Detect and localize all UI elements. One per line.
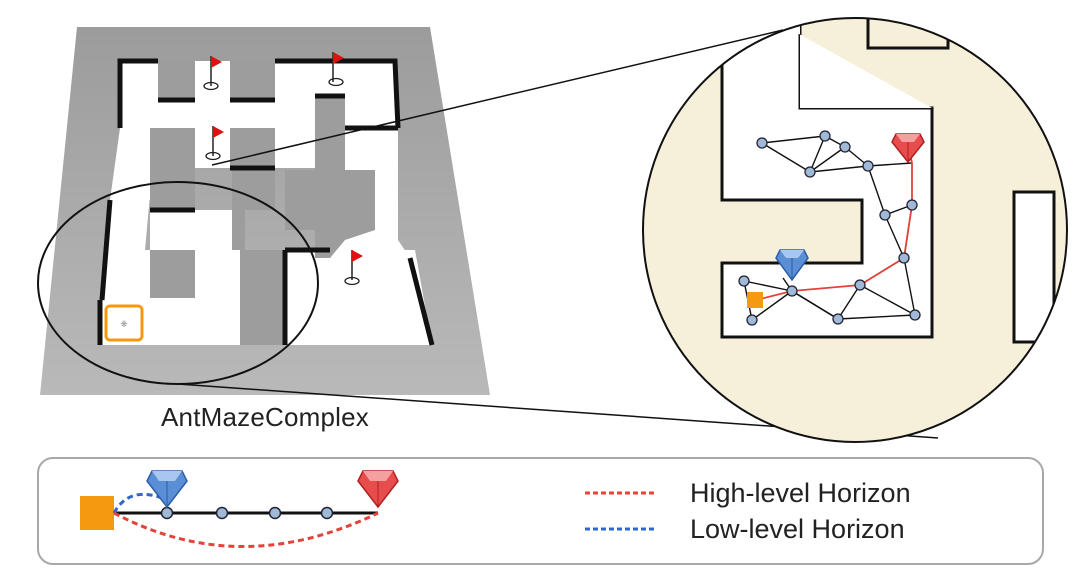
start-square-icon <box>747 292 763 308</box>
start-square-icon: ⁜ <box>104 304 144 342</box>
flag-icon <box>344 250 363 286</box>
maze-render: ⁜ <box>37 27 490 395</box>
flag-icon <box>328 52 344 87</box>
maze-wall-blocks <box>150 61 375 345</box>
legend-diagram <box>80 470 655 548</box>
legend-nodes <box>160 506 334 520</box>
legend-box <box>37 457 1044 565</box>
high-level-horizon-label: High-level Horizon <box>690 478 911 508</box>
maze-caption: AntMazeComplex <box>161 402 369 432</box>
goal-gem-icon <box>891 133 925 164</box>
maze-wall-edges <box>97 58 435 346</box>
subgoal-gem-icon <box>146 470 188 509</box>
flag-icon <box>203 56 222 91</box>
subgoal-gem-icon <box>775 249 809 282</box>
low-level-horizon-label: Low-level Horizon <box>690 514 905 544</box>
start-square-icon <box>80 496 114 530</box>
svg-text:⁜: ⁜ <box>120 320 128 330</box>
goal-gem-icon <box>357 470 399 509</box>
zoom-connector-top <box>211 29 784 166</box>
graph-nodes <box>738 130 921 326</box>
flag-icon <box>205 126 224 161</box>
high-level-arc <box>113 511 379 548</box>
